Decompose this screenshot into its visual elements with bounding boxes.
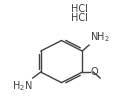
Text: HCl: HCl [71,4,88,14]
Text: HCl: HCl [71,13,88,23]
Text: H$_2$N: H$_2$N [12,79,32,93]
Text: O: O [91,67,98,77]
Text: NH$_2$: NH$_2$ [90,30,110,44]
